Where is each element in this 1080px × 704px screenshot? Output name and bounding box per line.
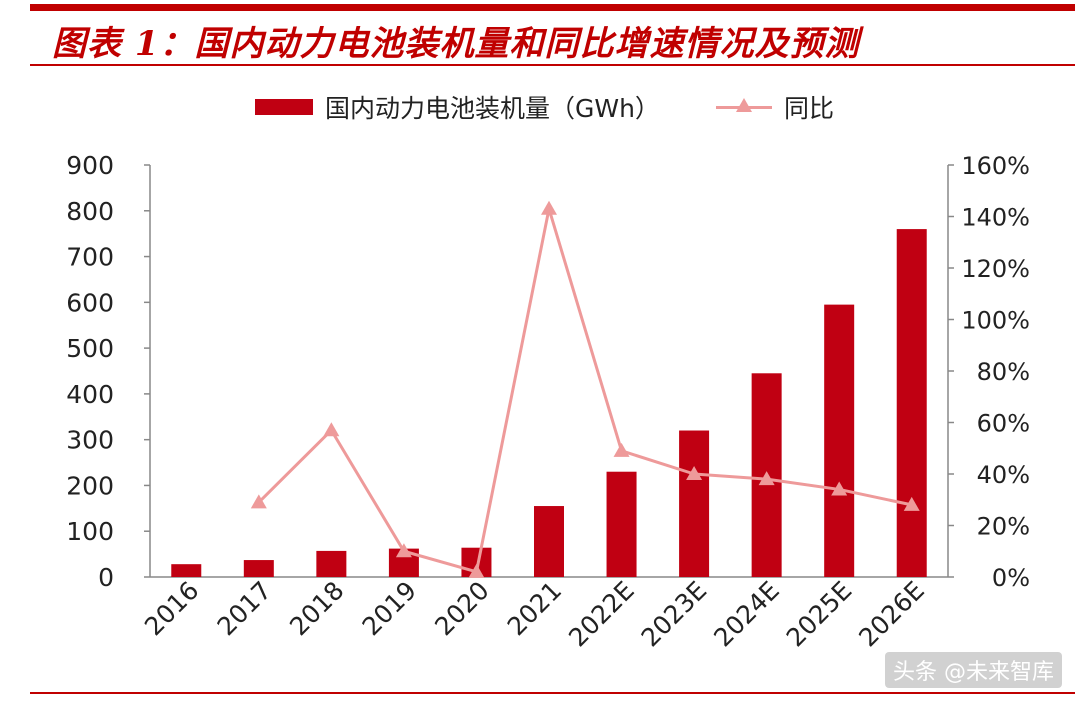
watermark: 头条 @未来智库 [885,652,1062,688]
y-right-tick-label: 0% [992,564,1030,592]
y-right-tick-label: 80% [977,358,1030,386]
yoy-marker-2020 [468,563,485,578]
bar-2023E [679,430,710,577]
legend-bar-label: 国内动力电池装机量（GWh） [325,94,660,123]
x-tick-label: 2017 [212,576,277,641]
y-right-tick-label: 100% [961,307,1030,335]
y-left-tick-label: 600 [66,288,114,317]
y-left-tick-label: 700 [66,243,114,272]
x-tick-label: 2016 [139,576,204,641]
title-rule [30,64,1075,66]
legend-item-line: 同比 [715,89,834,125]
yoy-marker-2022E [613,442,630,457]
y-right-tick-label: 120% [961,255,1030,283]
x-tick-label: 2018 [284,576,349,641]
x-tick-label: 2022E [563,576,640,653]
legend-line-swatch [715,97,772,117]
x-tick-label: 2021 [502,576,567,641]
bar-2025E [824,304,855,577]
y-right-tick-label: 20% [977,513,1030,541]
yoy-marker-2026E [903,496,920,511]
x-tick-label: 2019 [357,576,422,641]
y-left-tick-label: 500 [66,334,114,363]
yoy-marker-2025E [831,481,848,496]
bar-2022E [606,471,637,577]
yoy-marker-2017 [250,494,267,509]
x-tick-label: 2025E [781,576,858,653]
bar-2017 [243,560,274,577]
bar-2021 [534,506,564,577]
y-right-tick-label: 160% [961,152,1030,180]
y-left-tick-label: 100 [66,517,114,546]
bar-2016 [171,564,202,577]
y-right-tick-label: 60% [977,410,1030,438]
legend-line-label: 同比 [783,94,834,123]
x-tick-label: 2026E [853,576,930,653]
yoy-marker-2023E [686,466,703,480]
y-right-tick-label: 40% [977,461,1030,489]
yoy-marker-2021 [541,200,557,215]
y-left-tick-label: 300 [66,426,114,455]
yoy-marker-2019 [395,543,412,558]
x-tick-label: 2024E [708,576,785,653]
y-right-tick-label: 140% [961,204,1030,232]
y-left-tick-label: 800 [66,197,114,226]
x-tick-label: 2020 [429,576,494,641]
legend-item-bar: 国内动力电池装机量（GWh） [255,89,660,125]
yoy-marker-2024E [758,471,775,486]
x-tick-label: 2023E [636,576,713,653]
top-rule [30,4,1075,11]
y-left-tick-label: 900 [66,151,114,180]
yoy-marker-2018 [323,422,340,437]
bar-2026E [896,229,927,578]
y-left-tick-label: 0 [98,563,114,592]
figure-title: 图表 1：国内动力电池装机量和同比增速情况及预测 [52,24,860,64]
yoy-line [257,207,913,574]
bottom-rule [30,692,1075,694]
bar-2018 [316,550,347,577]
y-left-tick-label: 400 [66,380,114,409]
legend-bar-swatch [255,99,313,115]
chart-legend: 国内动力电池装机量（GWh） 同比 [255,84,890,130]
y-left-tick-label: 200 [66,471,114,500]
